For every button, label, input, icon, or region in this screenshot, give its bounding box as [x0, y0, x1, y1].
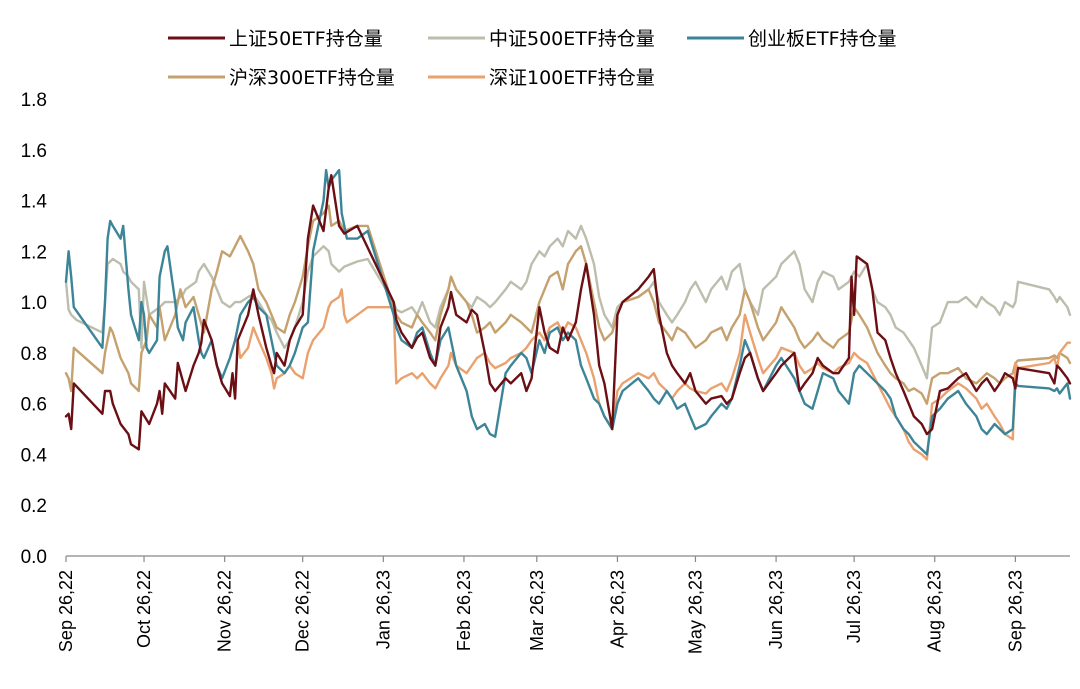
x-tick-label: Sep 26,23: [1005, 570, 1025, 652]
series-line-4: [236, 288, 1072, 461]
series-line-3: [64, 204, 1072, 405]
x-tick-label: Oct 26,22: [134, 570, 154, 648]
y-tick-label: 1.0: [21, 293, 47, 314]
legend-label-0: 上证50ETF持仓量: [229, 28, 383, 50]
legend-label-4: 深证100ETF持仓量: [489, 67, 655, 89]
x-tick-label: Apr 26,23: [607, 570, 627, 648]
y-tick-label: 1.6: [21, 141, 47, 162]
y-tick-label: 0.8: [21, 344, 47, 365]
series-line-2: [64, 168, 1072, 456]
y-tick-label: 1.8: [21, 90, 47, 111]
y-tick-label: 0.2: [21, 496, 47, 517]
series-line-0: [64, 174, 1072, 451]
series-line-1: [64, 224, 1072, 380]
y-tick-label: 1.4: [21, 192, 48, 213]
x-tick-label: Jul 26,23: [844, 570, 864, 643]
legend: 上证50ETF持仓量 中证500ETF持仓量 创业板ETF持仓量沪深300ETF持仓…: [168, 28, 897, 89]
x-tick-label: Feb 26,23: [454, 570, 474, 651]
y-tick-label: 1.2: [21, 242, 47, 263]
y-tick-label: 0.4: [21, 445, 48, 466]
x-tick-label: May 26,23: [685, 570, 705, 654]
y-tick-label: 0.0: [21, 547, 47, 568]
x-tick-label: Sep 26,22: [56, 570, 76, 652]
x-tick-label: Nov 26,22: [215, 570, 235, 652]
y-tick-label: 0.6: [21, 395, 47, 416]
x-tick-label: Jan 26,23: [373, 570, 393, 649]
legend-label-2: 创业板ETF持仓量: [748, 28, 897, 50]
series-group: [64, 168, 1072, 461]
x-tick-label: Dec 26,22: [293, 570, 313, 652]
x-tick-label: Aug 26,23: [925, 570, 945, 652]
axes: 0.0 0.2 0.4 0.6 0.8 1.0 1.2 1.4 1.6 1.8 Sep 26,22 O…: [21, 90, 1070, 654]
legend-label-3: 沪深300ETF持仓量: [229, 67, 395, 89]
x-tick-label: Mar 26,23: [527, 570, 547, 651]
legend-label-1: 中证500ETF持仓量: [489, 28, 655, 50]
x-tick-label: Jun 26,23: [766, 570, 786, 649]
